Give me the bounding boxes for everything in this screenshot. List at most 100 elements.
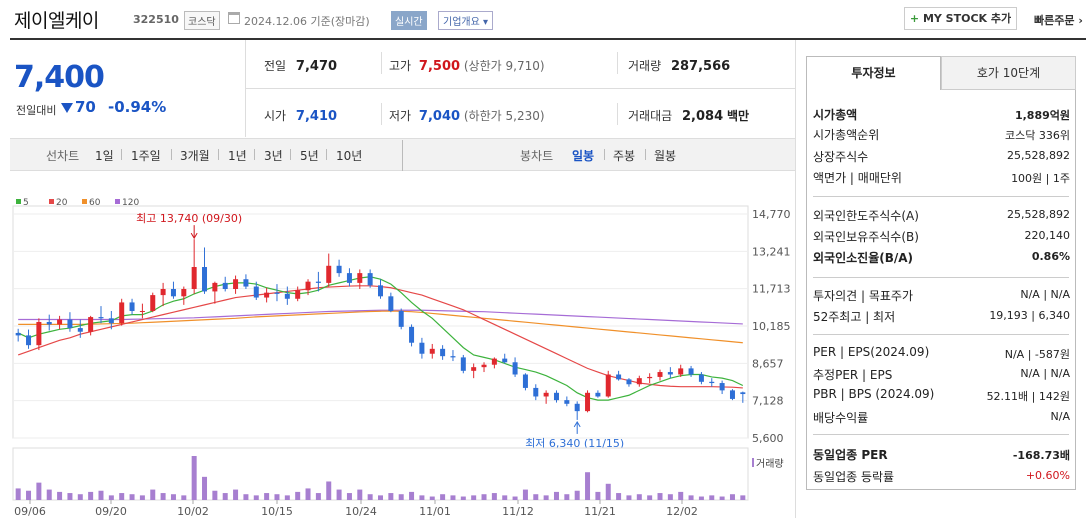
volume-bar bbox=[481, 494, 487, 500]
candle-body bbox=[57, 319, 63, 325]
tab-1w[interactable]: 1주일 bbox=[131, 149, 161, 163]
summary-value: 287,566 bbox=[670, 59, 731, 74]
volume-bar bbox=[57, 491, 63, 500]
volume-bar bbox=[284, 495, 290, 500]
stock-code: 322510 bbox=[133, 13, 179, 26]
summary-trade-value: 거래대금 2,084 백만 bbox=[628, 107, 749, 124]
legend-label: 60 bbox=[89, 198, 101, 208]
tab-invest-info[interactable]: 투자정보 bbox=[806, 56, 941, 90]
volume-bar bbox=[698, 496, 704, 500]
info-value: 25,528,892 bbox=[1007, 208, 1070, 221]
volume-bar bbox=[233, 489, 239, 500]
candle-body bbox=[398, 310, 404, 327]
summary-label: 거래대금 bbox=[628, 109, 673, 123]
volume-bar bbox=[564, 494, 570, 500]
volume-bar bbox=[522, 489, 528, 500]
tab-1d[interactable]: 1일 bbox=[95, 149, 114, 163]
volume-swatch bbox=[752, 458, 754, 467]
header-rule bbox=[10, 38, 1086, 40]
section-divider bbox=[813, 277, 1069, 278]
tab-3m[interactable]: 3개월 bbox=[180, 149, 210, 163]
candle-body bbox=[647, 376, 653, 379]
tab-5y[interactable]: 5년 bbox=[300, 149, 319, 163]
info-label: 액면가 | 매매단위 bbox=[813, 171, 902, 185]
candle-body bbox=[129, 302, 135, 311]
volume-bar bbox=[315, 493, 321, 500]
volume-bar bbox=[409, 491, 415, 500]
candle-body bbox=[409, 326, 415, 343]
tab-order-book[interactable]: 호가 10단계 bbox=[941, 56, 1076, 90]
volume-bar bbox=[553, 491, 559, 500]
volume-bar bbox=[378, 495, 383, 500]
volume-bar bbox=[15, 488, 21, 500]
price-chart[interactable]: 14,770 13,241 11,713 10,185 8,657 7,128 5,600 5… bbox=[10, 190, 795, 518]
x-tick-label: 11/01 bbox=[419, 505, 451, 518]
x-tick-label: 10/24 bbox=[345, 505, 377, 518]
candle-body bbox=[688, 368, 694, 375]
info-value: 52.11배 | 142원 bbox=[986, 390, 1070, 403]
realtime-badge[interactable]: 실시간 bbox=[391, 11, 427, 30]
volume-bar bbox=[181, 495, 187, 500]
candle-body bbox=[202, 267, 208, 292]
volume-bar bbox=[512, 496, 518, 500]
candle-body bbox=[564, 400, 570, 404]
volume-bar bbox=[616, 493, 622, 500]
candle-body bbox=[346, 273, 352, 283]
candle-body bbox=[388, 296, 394, 311]
tab-10y[interactable]: 10년 bbox=[336, 149, 363, 163]
quick-order-button[interactable]: 빠른주문 › bbox=[1034, 12, 1083, 28]
summary-value: 7,470 bbox=[295, 59, 338, 74]
volume-bar bbox=[274, 494, 280, 500]
info-label: 동일업종 등락률 bbox=[813, 470, 895, 484]
tab-group-sep bbox=[402, 140, 403, 171]
summary-low: 저가 7,040 (하한가 5,230) bbox=[389, 107, 545, 124]
candle-body bbox=[36, 321, 42, 346]
info-value: 19,193 | 6,340 bbox=[989, 309, 1070, 322]
x-tick-label: 10/15 bbox=[261, 505, 293, 518]
volume-bar bbox=[170, 494, 176, 500]
tab-candle-chart[interactable]: 봉차트 bbox=[520, 149, 554, 163]
info-label: 추정PER | EPS bbox=[813, 368, 893, 382]
volume-bar bbox=[67, 493, 73, 500]
candle-body bbox=[502, 358, 508, 363]
tab-weekly[interactable]: 주봉 bbox=[613, 149, 636, 163]
tab-1y[interactable]: 1년 bbox=[228, 149, 247, 163]
tab-3y[interactable]: 3년 bbox=[264, 149, 283, 163]
y-tick-label: 8,657 bbox=[752, 357, 784, 370]
change-label: 전일대비 bbox=[16, 104, 57, 117]
market-badge: 코스닥 bbox=[184, 11, 220, 30]
volume-bar bbox=[357, 489, 363, 500]
volume-bar bbox=[212, 490, 218, 500]
my-stock-add-button[interactable]: + MY STOCK 추가 bbox=[904, 7, 1017, 30]
tab-sep bbox=[218, 149, 219, 160]
volume-bar bbox=[657, 493, 663, 500]
candle-body bbox=[357, 273, 363, 283]
candle-body bbox=[440, 348, 446, 357]
tab-monthly[interactable]: 월봉 bbox=[654, 149, 677, 163]
candle-body bbox=[253, 286, 259, 298]
y-tick-label: 10,185 bbox=[752, 320, 791, 333]
volume-bar bbox=[88, 491, 94, 500]
section-divider bbox=[813, 334, 1069, 335]
volume-bar bbox=[471, 495, 477, 500]
tab-line-chart[interactable]: 선차트 bbox=[46, 149, 80, 163]
info-value: -168.73배 bbox=[1012, 449, 1070, 462]
info-value: 25,528,892 bbox=[1007, 149, 1070, 162]
volume-bar bbox=[346, 493, 352, 500]
ma-line-ma120 bbox=[18, 309, 743, 325]
volume-bar bbox=[574, 490, 580, 500]
volume-bar bbox=[77, 494, 83, 500]
info-value: N/A | N/A bbox=[1020, 288, 1070, 301]
candle-body bbox=[160, 288, 166, 296]
info-label: 상장주식수 bbox=[813, 150, 869, 164]
volume-bar bbox=[26, 490, 32, 500]
summary-unit: 백만 bbox=[726, 109, 750, 123]
tab-daily[interactable]: 일봉 bbox=[572, 149, 595, 163]
company-overview-button[interactable]: 기업개요 ▾ bbox=[438, 11, 494, 30]
summary-value: 2,084 bbox=[682, 109, 724, 124]
candle-body bbox=[181, 288, 187, 297]
info-label: 외국인소진율(B/A) bbox=[813, 251, 914, 265]
info-value: +0.60% bbox=[1025, 469, 1070, 482]
tab-sep bbox=[254, 149, 255, 160]
summary-label: 전일 bbox=[264, 59, 287, 73]
